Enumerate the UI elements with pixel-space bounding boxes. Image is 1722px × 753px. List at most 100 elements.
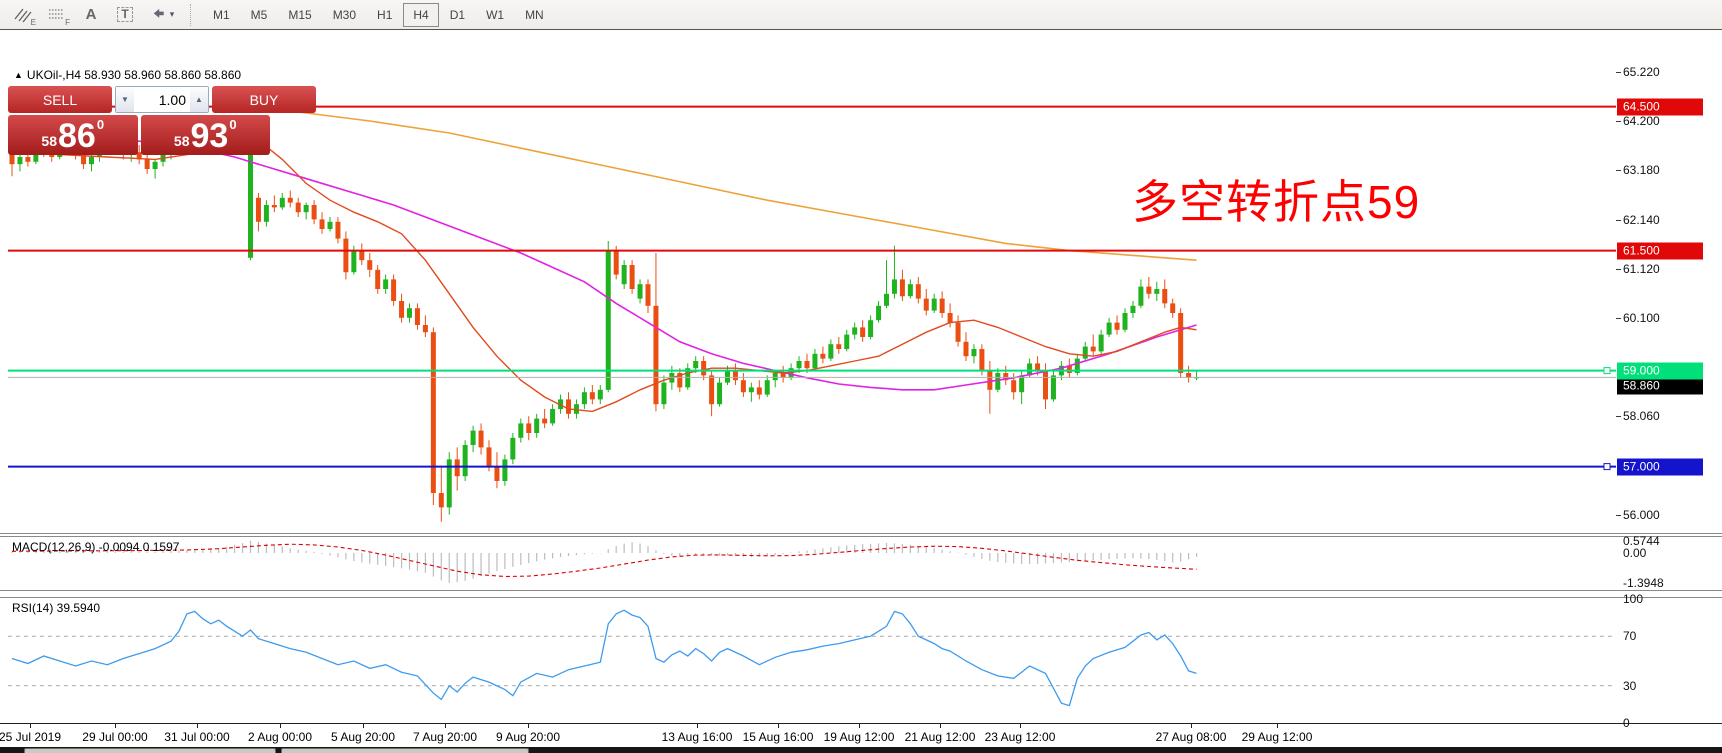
main-chart-panel: ▲ UKOil-,H4 58.930 58.960 58.860 58.860 S… — [0, 30, 1722, 533]
dropdown-caret-icon: ▾ — [169, 9, 175, 19]
rsi-tick-label: 0 — [1623, 716, 1630, 730]
buy-price-big: 93 — [190, 117, 229, 155]
price-tick-label: 63.180 — [1623, 162, 1660, 177]
time-tick — [528, 724, 529, 728]
price-tick-label: 56.000 — [1623, 507, 1660, 522]
macd-tick-label: 0.00 — [1623, 546, 1647, 560]
one-click-trading-widget: SELL ▼ ▲ BUY 58 86 0 58 93 0 — [8, 86, 316, 155]
price-badge-61.500: 61.500 — [1617, 242, 1703, 260]
price-tick-label: 64.200 — [1623, 114, 1660, 128]
time-label: 21 Aug 12:00 — [904, 730, 976, 744]
time-label: 27 Aug 08:00 — [1155, 730, 1227, 744]
time-label: 15 Aug 16:00 — [742, 730, 814, 744]
time-tick — [1191, 724, 1192, 728]
price-badge-58.860: 58.860 — [1617, 377, 1703, 395]
time-label: 31 Jul 00:00 — [164, 730, 230, 744]
price-tick-label: 60.100 — [1623, 310, 1660, 325]
chart-tab-2[interactable] — [281, 748, 529, 753]
draw-channel-icon[interactable]: E — [8, 3, 38, 27]
time-label: 25 Jul 2019 — [0, 730, 62, 744]
price-tick-label: 65.220 — [1623, 65, 1660, 80]
buy-button[interactable]: BUY — [212, 86, 316, 113]
timeframe-button-w1[interactable]: W1 — [486, 7, 505, 22]
volume-input[interactable] — [134, 87, 190, 112]
timeframe-button-m15[interactable]: M15 — [288, 7, 312, 22]
time-tick — [30, 724, 31, 728]
price-tick — [1616, 121, 1621, 122]
sell-button[interactable]: SELL — [8, 86, 112, 113]
rsi-panel: RSI(14) 39.5940 — [0, 598, 1722, 723]
price-tick-label: 61.120 — [1623, 261, 1660, 276]
volume-decrease-button[interactable]: ▼ — [116, 87, 134, 112]
sell-price-panel[interactable]: 58 86 0 — [8, 115, 138, 155]
price-tick — [1616, 72, 1621, 74]
price-tick — [1616, 169, 1621, 171]
volume-increase-button[interactable]: ▲ — [190, 87, 208, 112]
buy-price-panel[interactable]: 58 93 0 — [140, 115, 270, 155]
price-badge-57.000: 57.000 — [1617, 458, 1703, 476]
time-tick — [363, 724, 364, 728]
time-tick — [1020, 724, 1021, 728]
buy-price-small: 58 — [173, 133, 190, 149]
price-tick-label: 62.140 — [1623, 212, 1660, 227]
time-label: 9 Aug 20:00 — [495, 730, 561, 744]
timeframe-button-mn[interactable]: MN — [525, 7, 544, 22]
time-tick — [1277, 724, 1278, 728]
time-label: 23 Aug 12:00 — [984, 730, 1056, 744]
time-tick — [445, 724, 446, 728]
price-tick — [1616, 268, 1621, 270]
text-label-icon[interactable]: A — [85, 6, 97, 23]
panel-separator[interactable] — [0, 533, 1722, 537]
timeframe-button-m30[interactable]: M30 — [332, 7, 357, 22]
sell-price-sup: 0 — [96, 117, 105, 132]
toolbar-separator — [190, 3, 197, 26]
time-tick — [280, 724, 281, 728]
rsi-label: RSI(14) 39.5940 — [12, 601, 101, 615]
timeframe-button-h1[interactable]: H1 — [377, 7, 393, 22]
candlestick-chart — [8, 105, 1616, 522]
timeframe-button-d1[interactable]: D1 — [449, 7, 466, 22]
chart-tab-1[interactable] — [24, 748, 276, 753]
time-axis: 25 Jul 2019 29 Jul 00:00 31 Jul 00:00 2 Aug… — [0, 723, 1722, 748]
rsi-tick-label: 70 — [1623, 629, 1637, 644]
time-label: 2 Aug 00:00 — [247, 730, 313, 744]
macd-tick-label: 0.5744 — [1623, 533, 1660, 548]
text-box-icon[interactable]: T — [110, 3, 140, 27]
panel-separator[interactable] — [0, 590, 1722, 598]
time-tick — [859, 724, 860, 728]
price-badge-59.000: 59.000 — [1617, 362, 1703, 380]
time-tick — [778, 724, 779, 728]
volume-spinner: ▼ ▲ — [115, 86, 209, 113]
channel-sub: E — [30, 17, 36, 27]
timeframe-button-m1[interactable]: M1 — [213, 7, 230, 22]
time-tick — [940, 724, 941, 728]
time-label: 29 Aug 12:00 — [1241, 730, 1313, 744]
timeframe-button-h4[interactable]: H4 — [403, 2, 439, 27]
chart-title: ▲ UKOil-,H4 58.930 58.960 58.860 58.860 — [14, 68, 241, 82]
timeframe-bar: M1 M5 M15 M30 H1 H4 D1 W1 MN — [203, 2, 555, 27]
macd-label: MACD(12,26,9) -0.0094 0.1597 — [12, 540, 180, 554]
price-tick — [1616, 415, 1621, 417]
price-tick — [1616, 317, 1621, 319]
time-label: 7 Aug 20:00 — [412, 730, 478, 744]
fibonacci-sub: F — [65, 17, 70, 27]
rsi-tick-label: 100 — [1623, 592, 1644, 606]
chart-tab-strip — [0, 747, 1722, 753]
price-tick — [1616, 514, 1621, 516]
toolbar: E F A T ▾ M1 M5 M15 M30 H1 H4 D1 W1 MN — [0, 0, 1722, 30]
symbol-ohlc-text: UKOil-,H4 58.930 58.960 58.860 58.860 — [26, 68, 242, 82]
time-label: 13 Aug 16:00 — [661, 730, 733, 744]
rsi-chart — [8, 609, 1616, 707]
symbol-marker-icon: ▲ — [14, 70, 23, 80]
time-label: 5 Aug 20:00 — [330, 730, 396, 744]
time-tick — [197, 724, 198, 728]
time-label: 29 Jul 00:00 — [82, 730, 148, 744]
fibonacci-icon[interactable]: F — [42, 3, 72, 27]
timeframe-button-m5[interactable]: M5 — [250, 7, 268, 22]
price-tick — [1616, 219, 1621, 221]
time-tick — [115, 724, 116, 728]
arrow-objects-icon[interactable]: ▾ — [144, 3, 182, 27]
time-tick — [697, 724, 698, 728]
rsi-tick-label: 30 — [1623, 678, 1637, 693]
